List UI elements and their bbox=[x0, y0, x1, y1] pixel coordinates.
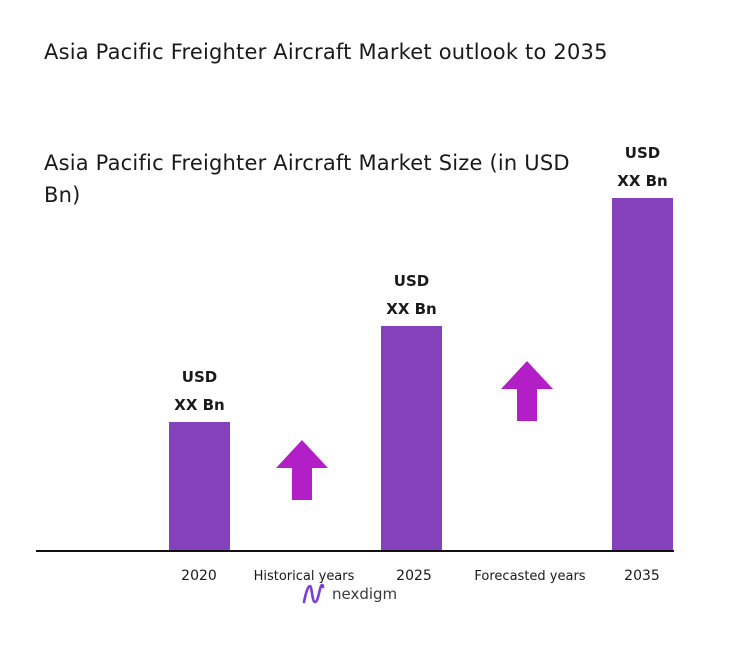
x-tick-label-2035: 2035 bbox=[624, 568, 660, 584]
chart-title: Asia Pacific Freighter Aircraft Market o… bbox=[44, 40, 608, 64]
chart-subtitle: Asia Pacific Freighter Aircraft Market S… bbox=[44, 151, 570, 207]
bar-2020 bbox=[169, 422, 230, 550]
value-label-2025-line2: XX Bn bbox=[386, 300, 436, 318]
value-label-2025-line1: USD bbox=[394, 272, 429, 290]
value-label-2020-line2: XX Bn bbox=[174, 396, 224, 414]
arrow-up-icon-1 bbox=[276, 440, 328, 500]
arrow-up-icon-2 bbox=[501, 361, 553, 421]
bar-2025 bbox=[381, 326, 442, 550]
x-tick-label-2020: 2020 bbox=[181, 568, 217, 584]
x-tick-label-2025: 2025 bbox=[396, 568, 432, 584]
value-label-2035-line2: XX Bn bbox=[617, 172, 667, 190]
period-label-historical: Historical years bbox=[254, 569, 355, 584]
brand-name: nexdigm bbox=[332, 585, 398, 603]
nexdigm-logo-icon bbox=[302, 583, 325, 604]
bar-2035 bbox=[612, 198, 673, 550]
value-label-2035-line1: USD bbox=[625, 144, 660, 162]
value-label-2020-line1: USD bbox=[182, 368, 217, 386]
brand-logo: nexdigm bbox=[301, 582, 397, 606]
period-label-forecasted: Forecasted years bbox=[474, 569, 585, 584]
